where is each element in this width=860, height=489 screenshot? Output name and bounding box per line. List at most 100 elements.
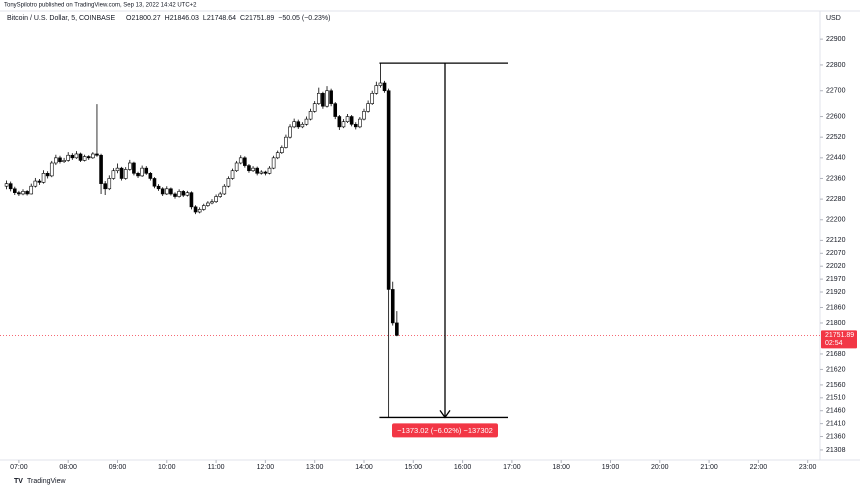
y-tick-label: 22700	[826, 88, 846, 95]
candle-body	[243, 157, 247, 166]
y-tick-label: 21680	[826, 351, 846, 358]
candle-body	[74, 153, 79, 159]
candle-body	[395, 322, 399, 336]
candle-body	[218, 193, 223, 197]
candle-body	[259, 171, 264, 174]
ohlc-readout: O21800.27 H21846.03 L21748.64 C21751.89 −50.…	[126, 15, 330, 22]
y-tick-label: 21410	[826, 420, 846, 427]
x-tick-label: 14:00	[355, 464, 373, 471]
y-tick-label: 22020	[826, 263, 846, 270]
x-tick-label: 10:00	[158, 464, 176, 471]
y-tick-label: 22600	[826, 113, 846, 120]
candle-body	[234, 162, 239, 172]
candle-body	[358, 118, 362, 128]
candle-body	[189, 192, 194, 208]
x-tick-label: 08:00	[59, 464, 77, 471]
x-tick-label: 17:00	[503, 464, 521, 471]
x-tick-label: 16:00	[454, 464, 472, 471]
x-tick-label: 21:00	[700, 464, 718, 471]
x-tick-label: 22:00	[750, 464, 768, 471]
x-tick-label: 11:00	[208, 464, 225, 471]
y-tick-label: 21970	[826, 276, 846, 283]
candle-body	[148, 173, 153, 179]
candle-body	[362, 111, 366, 120]
y-tick-label: 21920	[826, 289, 846, 296]
candle-body	[226, 178, 231, 187]
candle-body	[78, 153, 83, 161]
y-tick-label: 21860	[826, 304, 846, 311]
candle-body	[353, 123, 358, 128]
candle-body	[41, 173, 46, 183]
candle-body	[280, 147, 284, 153]
measure-label: −1373.02 (−6.02%) −137302	[397, 426, 493, 435]
candle-body	[70, 154, 75, 159]
candle-body	[197, 209, 202, 213]
candle-body	[201, 205, 206, 210]
y-tick-label: 21800	[826, 320, 846, 327]
candle-body	[115, 167, 120, 172]
candle-body	[222, 185, 227, 195]
candle-body	[12, 188, 17, 193]
candle-body	[296, 121, 301, 128]
readout-value: C21751.89	[240, 15, 274, 22]
y-tick-label: 22200	[826, 217, 846, 224]
x-tick-label: 13:00	[306, 464, 324, 471]
candle-body	[308, 111, 313, 120]
candle-body	[173, 193, 177, 197]
y-tick-label: 22900	[826, 36, 846, 43]
candle-body	[95, 153, 99, 156]
candle-body	[152, 178, 157, 187]
price-tag-value: 21751.89	[825, 332, 854, 339]
candle-body	[119, 167, 124, 179]
candle-body	[17, 192, 21, 195]
candle-body	[128, 162, 132, 170]
candle-body	[325, 90, 329, 107]
candle-body	[247, 165, 251, 172]
candle-body	[370, 93, 375, 104]
y-tick-label: 21360	[826, 433, 846, 440]
candle-body	[238, 157, 243, 164]
candle-body	[333, 103, 338, 117]
candle-body	[284, 136, 288, 148]
x-tick-label: 18:00	[552, 464, 570, 471]
candle-body	[29, 185, 34, 195]
byline: TonySpilotro published on TradingView.co…	[4, 3, 197, 9]
brand: TradingView	[27, 478, 66, 485]
candle-body	[33, 180, 38, 187]
candle-body	[345, 116, 350, 123]
candle-body	[337, 116, 342, 128]
readout-value: O21800.27	[126, 15, 161, 22]
x-tick-label: 23:00	[799, 464, 817, 471]
candle-body	[263, 171, 268, 174]
x-tick-label: 07:00	[10, 464, 28, 471]
candle-body	[378, 82, 383, 86]
candle-body	[329, 90, 333, 104]
candle-body	[300, 123, 305, 128]
candle-body	[288, 126, 292, 138]
y-tick-label: 22440	[826, 155, 846, 162]
candle-body	[271, 157, 276, 169]
readout-value: H21846.03	[165, 15, 199, 22]
candle-body	[58, 157, 62, 162]
candle-body	[156, 185, 161, 190]
candle-body	[82, 156, 87, 161]
candle-body	[169, 188, 173, 195]
candle-body	[160, 188, 165, 195]
y-tick-label: 21620	[826, 366, 846, 373]
x-tick-label: 09:00	[109, 464, 127, 471]
candle-body	[8, 183, 13, 190]
price-tag	[821, 330, 857, 349]
brand-logo: TV	[14, 478, 23, 485]
x-tick-label: 20:00	[651, 464, 669, 471]
candle-body	[25, 191, 29, 195]
candle-body	[214, 196, 218, 202]
candle-body	[341, 121, 346, 128]
candle-body	[230, 170, 235, 179]
candle-body	[255, 167, 259, 174]
candle-body	[91, 153, 95, 159]
candle-body	[164, 188, 169, 195]
x-tick-label: 15:00	[405, 464, 423, 471]
x-tick-label: 19:00	[602, 464, 620, 471]
candle-body	[304, 118, 309, 125]
